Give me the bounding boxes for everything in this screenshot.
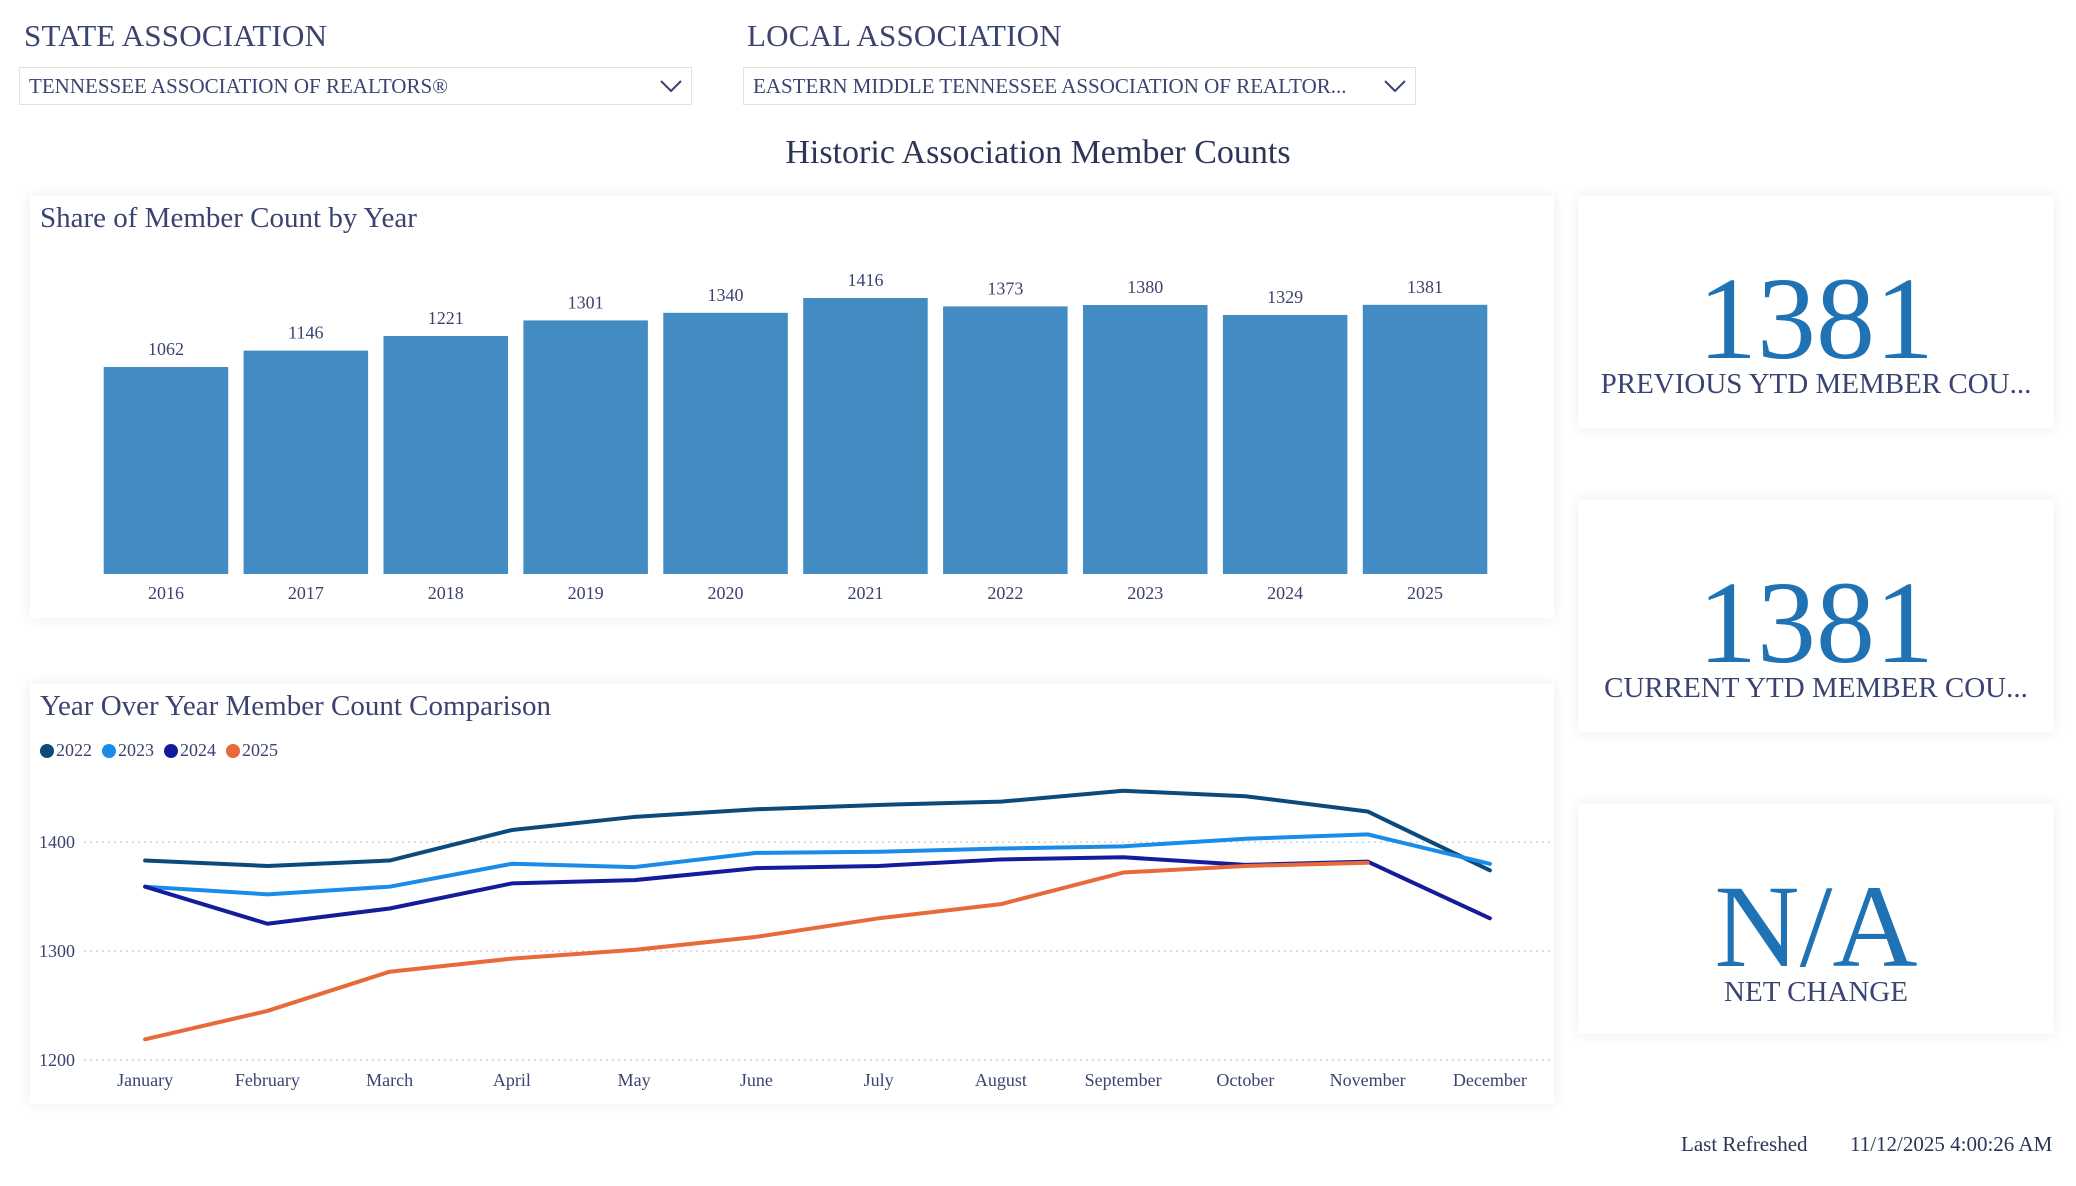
net-change-label: NET CHANGE	[1724, 976, 1908, 1008]
bar[interactable]	[803, 298, 928, 574]
net-change-value: N/A	[1714, 861, 1918, 992]
x-tick-label: September	[1085, 1070, 1162, 1090]
previous-ytd-label: PREVIOUS YTD MEMBER COU...	[1600, 368, 2032, 400]
x-tick-label: June	[740, 1070, 773, 1090]
bar-data-label: 1062	[148, 339, 184, 359]
bar[interactable]	[243, 350, 369, 574]
last-refreshed-value: 11/12/2025 4:00:26 AM	[1850, 1132, 2053, 1156]
state-association-dropdown[interactable]: TENNESSEE ASSOCIATION OF REALTORS®	[19, 67, 692, 105]
bar-chart-title: Share of Member Count by Year	[40, 202, 417, 234]
legend-dot-icon	[102, 743, 116, 758]
chevron-down-icon	[1375, 68, 1415, 104]
current-ytd-card: 1381 CURRENT YTD MEMBER COU...	[1578, 500, 2054, 732]
x-tick-label: April	[493, 1070, 531, 1090]
local-association-dropdown[interactable]: EASTERN MIDDLE TENNESSEE ASSOCIATION OF …	[743, 67, 1416, 105]
local-association-value: EASTERN MIDDLE TENNESSEE ASSOCIATION OF …	[753, 73, 1347, 98]
legend-dot-icon	[226, 743, 240, 758]
current-ytd-label: CURRENT YTD MEMBER COU...	[1604, 672, 2028, 704]
previous-ytd-card: 1381 PREVIOUS YTD MEMBER COU...	[1578, 196, 2054, 428]
net-change-card: N/A NET CHANGE	[1578, 804, 2054, 1034]
state-association-label: STATE ASSOCIATION	[24, 18, 328, 53]
bar-data-label: 1373	[987, 278, 1023, 298]
bar-data-label: 1221	[428, 308, 464, 328]
y-tick-label: 1200	[39, 1050, 75, 1070]
legend-dot-icon	[164, 743, 178, 758]
legend-item-2024[interactable]: 2024	[164, 740, 216, 761]
legend-item-2023[interactable]: 2023	[102, 740, 154, 761]
legend-label: 2022	[56, 740, 92, 760]
current-ytd-value: 1381	[1698, 557, 1934, 688]
bar[interactable]	[663, 312, 788, 574]
bar[interactable]	[523, 320, 648, 574]
legend-item-2022[interactable]: 2022	[40, 740, 92, 761]
x-tick-label: May	[618, 1070, 651, 1090]
x-tick-label: August	[975, 1070, 1027, 1090]
legend-item-2025[interactable]: 2025	[226, 740, 278, 761]
line-chart-title: Year Over Year Member Count Comparison	[40, 690, 551, 722]
bar[interactable]	[1222, 314, 1348, 574]
bar[interactable]	[943, 306, 1068, 574]
series-line-2023[interactable]	[143, 832, 1492, 897]
bar-data-label: 1340	[708, 285, 744, 305]
bar-data-label: 1301	[568, 292, 604, 312]
bar-data-label: 1380	[1127, 277, 1163, 297]
x-tick-label: 2021	[847, 583, 883, 603]
last-refreshed-label: Last Refreshed	[1681, 1132, 1808, 1156]
x-tick-label: March	[366, 1070, 413, 1090]
x-tick-label: 2016	[148, 583, 184, 603]
x-tick-label: 2025	[1407, 583, 1443, 603]
y-tick-label: 1400	[39, 832, 75, 852]
x-tick-label: December	[1453, 1070, 1527, 1090]
x-tick-label: February	[235, 1070, 300, 1090]
line-chart-legend: 2022 2023 2024 2025	[40, 740, 278, 761]
state-association-value: TENNESSEE ASSOCIATION OF REALTORS®	[29, 73, 449, 98]
legend-label: 2025	[242, 740, 278, 760]
bar[interactable]	[1082, 305, 1208, 574]
bar-data-label: 1416	[847, 270, 883, 290]
x-tick-label: 2023	[1127, 583, 1163, 603]
x-tick-label: 2019	[568, 583, 604, 603]
previous-ytd-value: 1381	[1698, 253, 1934, 384]
bar-chart: 1062 2016 1146 2017 1221 2018 1301 2019 1340 2020…	[103, 270, 1488, 603]
line-chart: 1200 1300 1400 January February March April May…	[39, 788, 1551, 1090]
x-tick-label: 2024	[1267, 583, 1303, 603]
x-tick-label: 2020	[708, 583, 744, 603]
x-tick-label: 2022	[987, 583, 1023, 603]
bar[interactable]	[1362, 304, 1488, 574]
y-tick-label: 1300	[39, 941, 75, 961]
x-tick-label: October	[1216, 1070, 1274, 1090]
x-tick-label: 2017	[288, 583, 324, 603]
series-line-2022[interactable]	[143, 788, 1492, 873]
x-tick-label: November	[1330, 1070, 1406, 1090]
line-chart-card: Year Over Year Member Count Comparison 2…	[30, 684, 1554, 1104]
x-tick-label: January	[117, 1070, 173, 1090]
bar-data-label: 1146	[288, 323, 323, 343]
legend-label: 2023	[118, 740, 154, 760]
legend-dot-icon	[40, 743, 54, 758]
chevron-down-icon	[651, 68, 691, 104]
bar-chart-card: Share of Member Count by Year 1062 2016 11…	[30, 196, 1554, 618]
page-title: Historic Association Member Counts	[785, 134, 1291, 171]
bar-data-label: 1329	[1267, 287, 1303, 307]
x-tick-label: July	[864, 1070, 894, 1090]
x-tick-label: 2018	[428, 583, 464, 603]
legend-label: 2024	[180, 740, 216, 760]
series-line-2025[interactable]	[143, 860, 1370, 1042]
bar[interactable]	[103, 367, 229, 574]
bar-data-label: 1381	[1407, 277, 1443, 297]
local-association-label: LOCAL ASSOCIATION	[747, 18, 1062, 53]
bar[interactable]	[383, 336, 509, 574]
